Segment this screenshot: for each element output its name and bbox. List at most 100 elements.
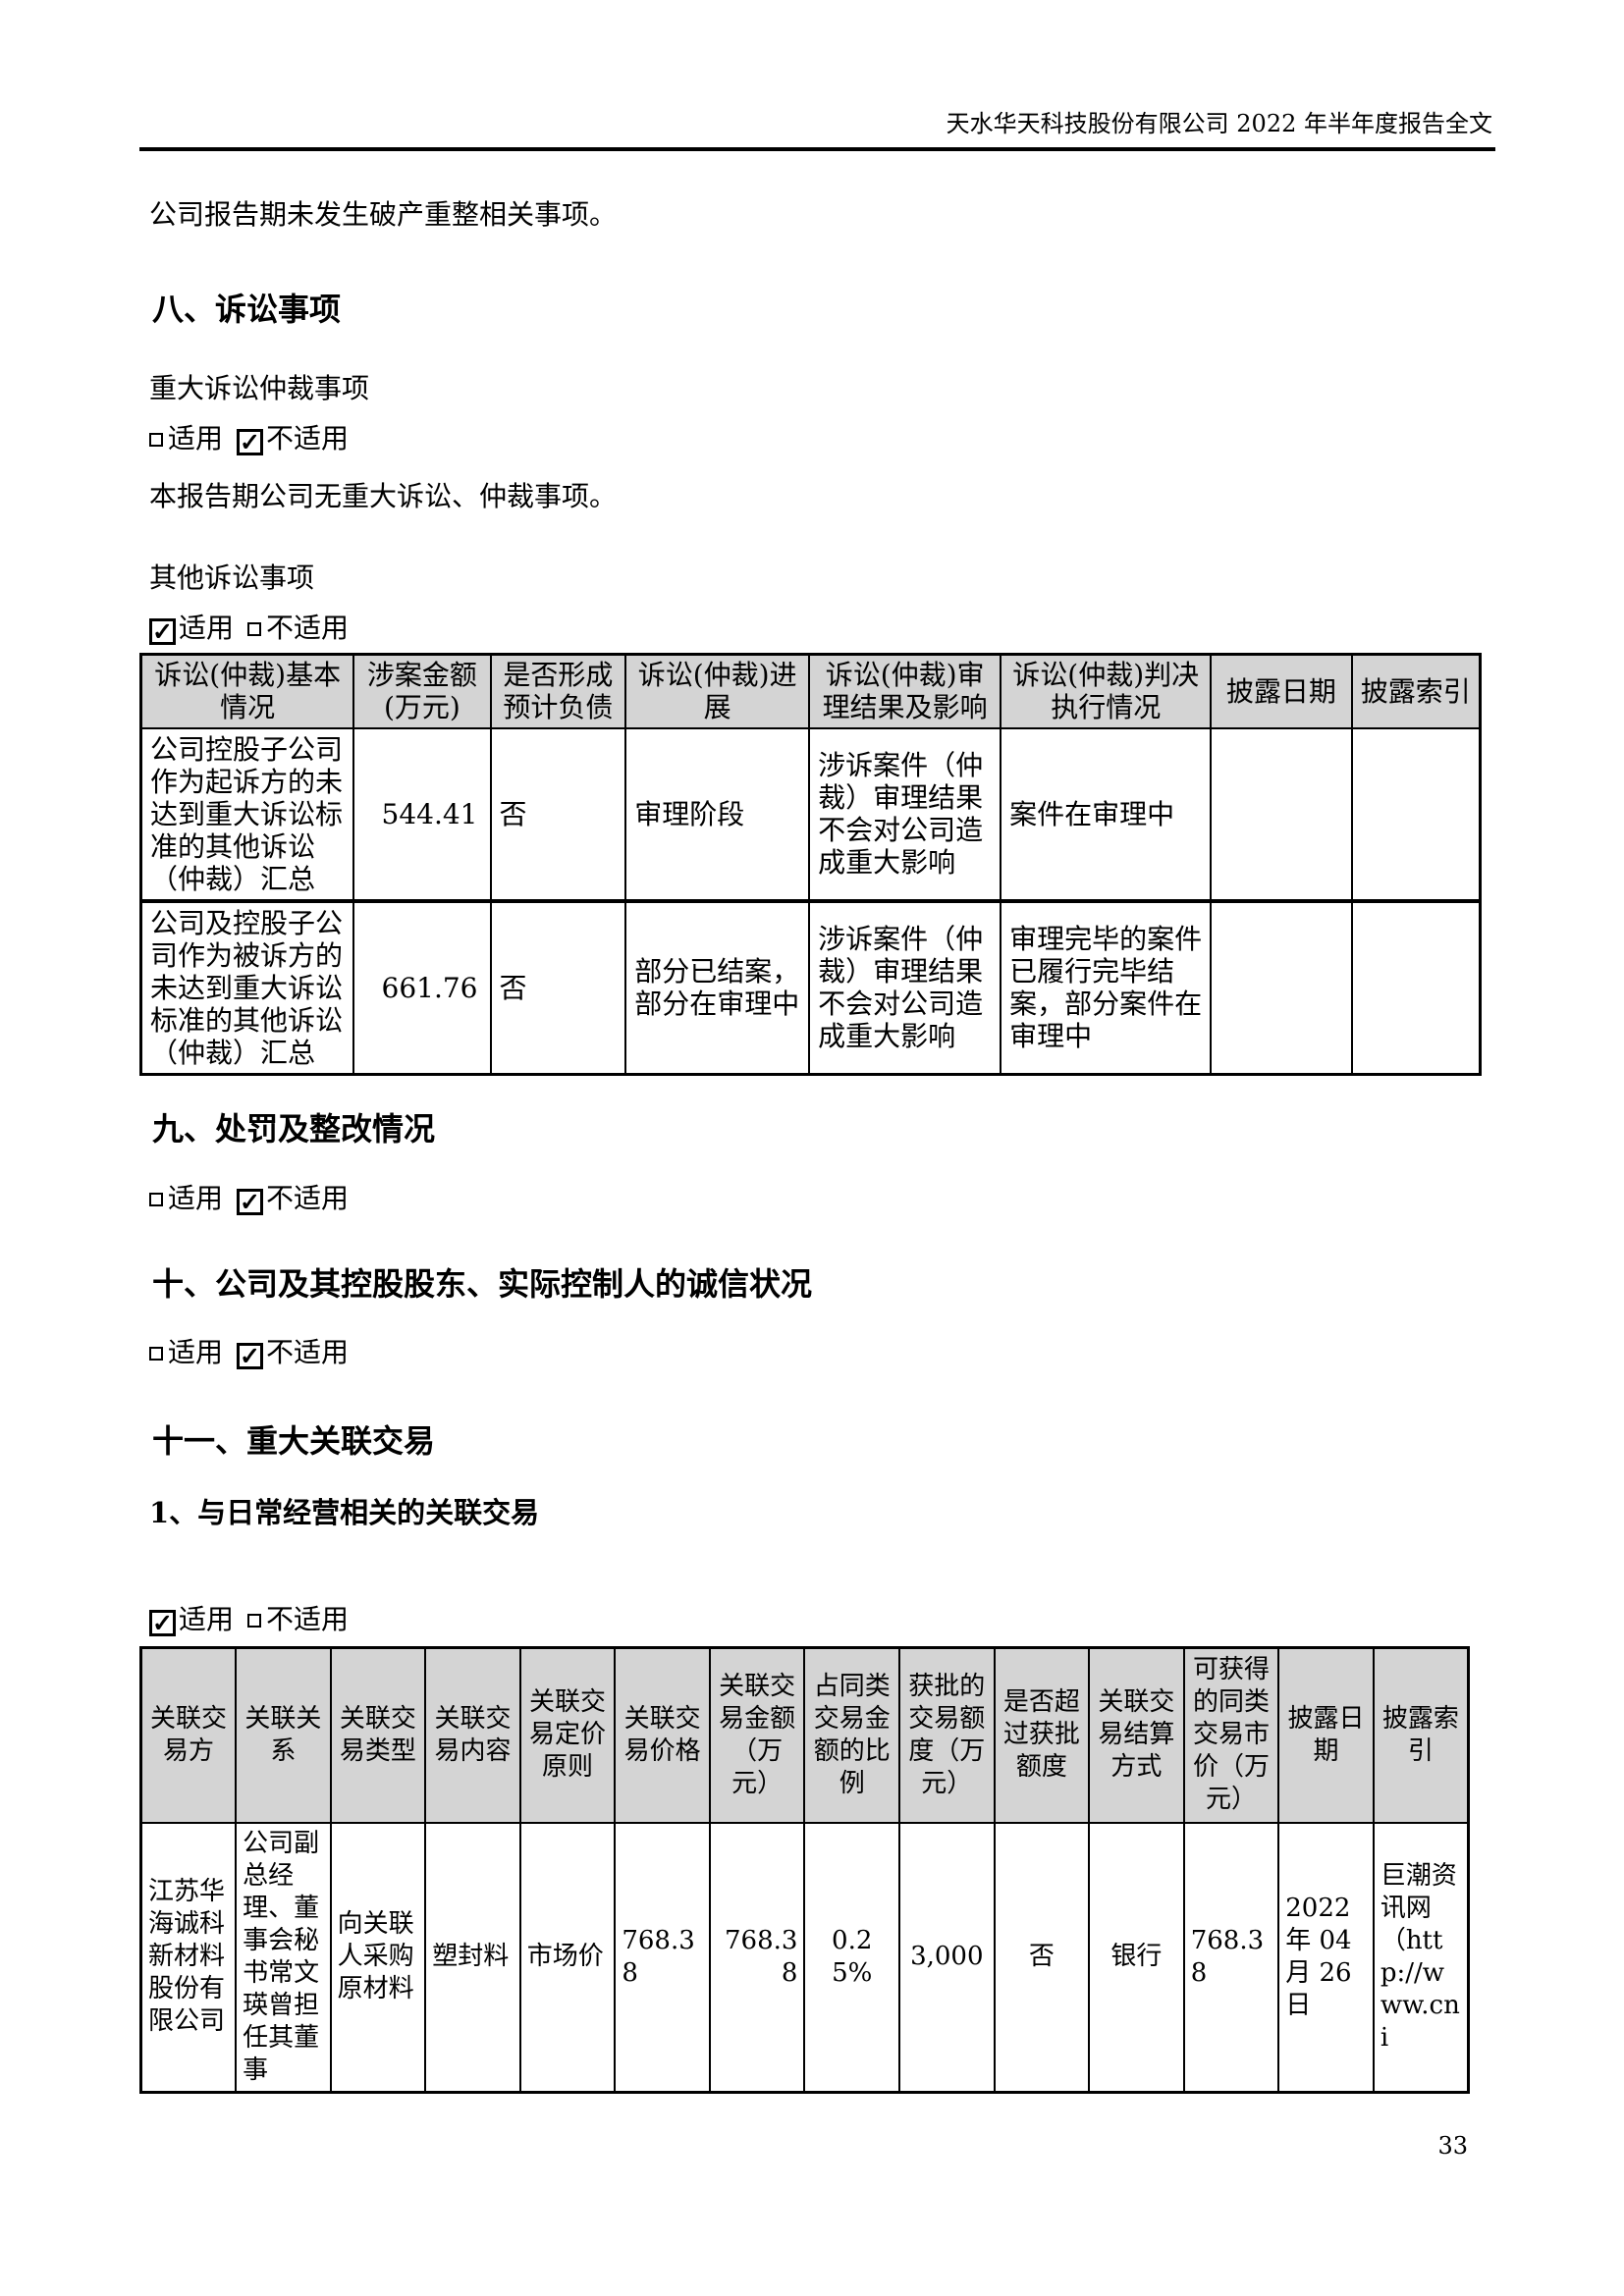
checkbox-checked-icon: ✓: [237, 428, 264, 456]
table-cell: 否: [993, 1821, 1091, 2093]
applicability-line-related-transactions: ✓ 适用 不适用: [149, 1604, 349, 1636]
section-9-title: 九、处罚及整改情况: [152, 1110, 436, 1148]
column-header: 披露日期: [1210, 653, 1353, 729]
table-cell: 公司及控股子公司作为被诉方的未达到重大诉讼标准的其他诉讼（仲裁）汇总: [139, 899, 355, 1075]
table-cell: 审理完毕的案件已履行完毕结案，部分案件在审理中: [1000, 899, 1213, 1075]
column-header: 涉案金额(万元): [352, 653, 492, 729]
check-icon: ✓: [240, 1188, 260, 1216]
column-header: 是否超过获批额度: [993, 1646, 1091, 1824]
other-litigation-label: 其他诉讼事项: [149, 561, 315, 594]
no-major-litigation-note: 本报告期公司无重大诉讼、仲裁事项。: [149, 480, 618, 512]
check-icon: ✓: [240, 1342, 260, 1370]
intro-paragraph: 公司报告期未发生破产重整相关事项。: [149, 198, 618, 231]
section-8-title: 八、诉讼事项: [152, 291, 342, 328]
litigation-table-grid: 诉讼(仲裁)基本情况 涉案金额(万元) 是否形成预计负债 诉讼(仲裁)进展 诉讼…: [139, 653, 1482, 1076]
not-applicable-label: 不适用: [266, 1336, 350, 1368]
checkbox-unchecked-icon: [149, 1193, 163, 1206]
table-cell: 0.25%: [803, 1821, 900, 2093]
check-icon: ✓: [152, 1609, 173, 1637]
applicability-line-section-9: 适用 ✓ 不适用: [149, 1183, 349, 1215]
table-cell: 涉诉案件（仲裁）审理结果不会对公司造成重大影响: [808, 899, 1002, 1075]
table-cell: 涉诉案件（仲裁）审理结果不会对公司造成重大影响: [808, 726, 1002, 903]
checkbox-unchecked-icon: [247, 622, 262, 636]
column-header: 诉讼(仲裁)基本情况: [139, 653, 355, 729]
table-cell: 审理阶段: [624, 726, 811, 903]
table-cell: 544.41: [352, 726, 492, 903]
table-cell: 银行: [1088, 1821, 1185, 2093]
checkbox-unchecked-icon: [149, 433, 163, 447]
related-transactions-table-grid: 关联交易方 关联关系 关联交易类型 关联交易内容 关联交易定价原则 关联交易价格…: [139, 1646, 1470, 2094]
column-header: 披露索引: [1350, 653, 1482, 729]
column-header: 关联交易结算方式: [1088, 1646, 1185, 1824]
table-cell: 否: [489, 726, 627, 903]
section-11-sub-1-title: 1、与日常经营相关的关联交易: [149, 1496, 540, 1529]
table-cell: 向关联人采购原材料: [329, 1821, 427, 2093]
table-cell: [1210, 899, 1353, 1075]
check-icon: ✓: [152, 617, 173, 646]
header-rule: [139, 147, 1495, 151]
section-11-title: 十一、重大关联交易: [152, 1422, 436, 1460]
column-header: 关联交易定价原则: [518, 1646, 617, 1824]
checkbox-unchecked-icon: [247, 1614, 262, 1628]
applicable-label: 适用: [168, 422, 224, 454]
related-transactions-table: 关联交易方 关联关系 关联交易类型 关联交易内容 关联交易定价原则 关联交易价格…: [139, 1646, 1470, 2094]
column-header: 诉讼(仲裁)进展: [624, 653, 811, 729]
table-cell: 塑封料: [424, 1821, 521, 2093]
table-cell: 公司副总经理、董事会秘书常文瑛曾担任其董事: [235, 1821, 332, 2093]
table-cell: [1350, 899, 1482, 1075]
table-row: 公司及控股子公司作为被诉方的未达到重大诉讼标准的其他诉讼（仲裁）汇总 661.7…: [139, 899, 1482, 1075]
table-cell: 江苏华海诚科新材料股份有限公司: [139, 1821, 238, 2093]
column-header: 诉讼(仲裁)审理结果及影响: [808, 653, 1002, 729]
check-icon: ✓: [240, 428, 260, 456]
applicable-label: 适用: [168, 1182, 224, 1214]
table-cell: 市场价: [518, 1821, 617, 2093]
not-applicable-label: 不适用: [266, 1182, 350, 1214]
not-applicable-label: 不适用: [266, 422, 350, 454]
column-header: 关联交易类型: [329, 1646, 427, 1824]
column-header: 获批的交易额度（万元）: [898, 1646, 996, 1824]
table-cell: 公司控股子公司作为起诉方的未达到重大诉讼标准的其他诉讼（仲裁）汇总: [139, 726, 355, 903]
major-litigation-label: 重大诉讼仲裁事项: [149, 372, 370, 404]
table-cell: 否: [489, 899, 627, 1075]
applicability-line-section-10: 适用 ✓ 不适用: [149, 1337, 349, 1369]
litigation-table: 诉讼(仲裁)基本情况 涉案金额(万元) 是否形成预计负债 诉讼(仲裁)进展 诉讼…: [139, 653, 1482, 1076]
column-header: 诉讼(仲裁)判决执行情况: [1000, 653, 1213, 729]
column-header: 关联交易方: [139, 1646, 238, 1824]
table-cell: 3,000: [898, 1821, 996, 2093]
table-cell: 部分已结案，部分在审理中: [624, 899, 811, 1075]
column-header: 关联交易内容: [424, 1646, 521, 1824]
table-row: 公司控股子公司作为起诉方的未达到重大诉讼标准的其他诉讼（仲裁）汇总 544.41…: [139, 726, 1482, 903]
table-cell: 2022 年 04 月 26 日: [1277, 1821, 1375, 2093]
table-cell: 案件在审理中: [1000, 726, 1213, 903]
column-header: 占同类交易金额的比例: [803, 1646, 900, 1824]
checkbox-checked-icon: ✓: [149, 618, 176, 645]
column-header: 关联交易金额（万元）: [708, 1646, 806, 1824]
applicability-line-other-litigation: ✓ 适用 不适用: [149, 613, 349, 645]
litigation-header-row: 诉讼(仲裁)基本情况 涉案金额(万元) 是否形成预计负债 诉讼(仲裁)进展 诉讼…: [139, 653, 1482, 729]
table-cell: 768.38: [1182, 1821, 1280, 2093]
not-applicable-label: 不适用: [266, 1603, 350, 1635]
table-cell: 661.76: [352, 899, 492, 1075]
page-number: 33: [1437, 2132, 1468, 2160]
page-header-title: 天水华天科技股份有限公司 2022 年半年度报告全文: [946, 110, 1492, 137]
applicability-line-major-litigation: 适用 ✓ 不适用: [149, 423, 349, 455]
checkbox-checked-icon: ✓: [149, 1610, 176, 1636]
related-transactions-header-row: 关联交易方 关联关系 关联交易类型 关联交易内容 关联交易定价原则 关联交易价格…: [139, 1646, 1470, 1824]
table-cell: [1210, 726, 1353, 903]
applicable-label: 适用: [179, 1603, 235, 1635]
column-header: 关联交易价格: [614, 1646, 711, 1824]
column-header: 披露索引: [1372, 1646, 1470, 1824]
table-cell: 768.38: [708, 1821, 806, 2093]
not-applicable-label: 不适用: [266, 612, 350, 644]
column-header: 披露日期: [1277, 1646, 1375, 1824]
section-10-title: 十、公司及其控股股东、实际控制人的诚信状况: [152, 1265, 813, 1303]
table-cell: 768.38: [614, 1821, 711, 2093]
checkbox-unchecked-icon: [149, 1347, 163, 1361]
table-row: 江苏华海诚科新材料股份有限公司 公司副总经理、董事会秘书常文瑛曾担任其董事 向关…: [139, 1821, 1470, 2093]
applicable-label: 适用: [179, 612, 235, 644]
table-cell: [1350, 726, 1482, 903]
table-cell: 巨潮资讯网（http://www.cni: [1372, 1821, 1470, 2093]
checkbox-checked-icon: ✓: [237, 1342, 264, 1370]
column-header: 可获得的同类交易市价（万元）: [1182, 1646, 1280, 1824]
